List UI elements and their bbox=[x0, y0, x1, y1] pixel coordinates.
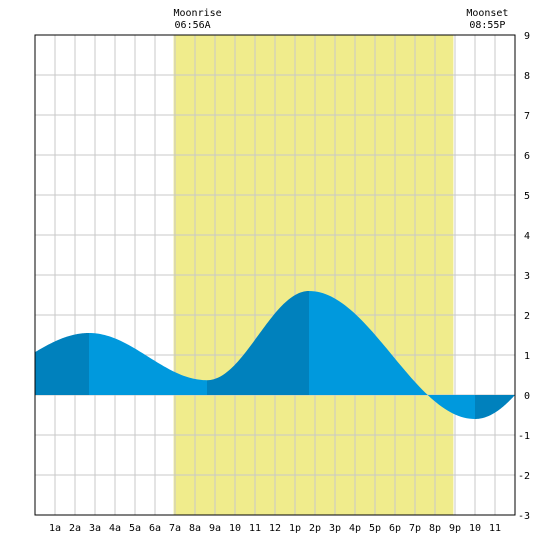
x-tick-label: 10 bbox=[469, 523, 481, 534]
moonrise-time: 06:56A bbox=[175, 20, 211, 31]
x-tick-label: 5p bbox=[369, 523, 381, 534]
x-axis-labels: 1a 2a 3a 4a 5a 6a 7a 8a 9a 10 11 12 1p 2p 3p 4p 5p 6p 7p 8p… bbox=[49, 523, 501, 534]
y-tick-label: -3 bbox=[518, 511, 530, 522]
x-tick-label: 4p bbox=[349, 523, 361, 534]
x-tick-label: 7a bbox=[169, 523, 181, 534]
x-tick-label: 2a bbox=[69, 523, 81, 534]
x-tick-label: 11 bbox=[489, 523, 501, 534]
x-tick-label: 10 bbox=[229, 523, 241, 534]
x-tick-label: 3a bbox=[89, 523, 101, 534]
y-tick-label: 7 bbox=[524, 111, 530, 122]
y-tick-label: 2 bbox=[524, 311, 530, 322]
x-tick-label: 6a bbox=[149, 523, 161, 534]
x-tick-label: 2p bbox=[309, 523, 321, 534]
y-tick-label: 0 bbox=[524, 391, 530, 402]
x-tick-label: 4a bbox=[109, 523, 121, 534]
x-tick-label: 9p bbox=[449, 523, 461, 534]
y-tick-label: 3 bbox=[524, 271, 530, 282]
y-tick-label: -2 bbox=[518, 471, 530, 482]
plot-border bbox=[34, 34, 516, 516]
x-tick-label: 3p bbox=[329, 523, 341, 534]
y-axis-labels: -3 -2 -1 0 1 2 3 4 5 6 7 8 9 bbox=[518, 31, 530, 522]
x-tick-label: 11 bbox=[249, 523, 261, 534]
grid-lines bbox=[35, 35, 515, 515]
y-tick-label: 6 bbox=[524, 151, 530, 162]
x-tick-label: 12 bbox=[269, 523, 281, 534]
moonrise-label: Moonrise bbox=[174, 8, 222, 19]
y-tick-label: 9 bbox=[524, 31, 530, 42]
x-tick-label: 1a bbox=[49, 523, 61, 534]
tide-segment bbox=[309, 291, 475, 419]
tide-area bbox=[35, 291, 515, 419]
x-tick-label: 1p bbox=[289, 523, 301, 534]
y-tick-label: 8 bbox=[524, 71, 530, 82]
x-tick-label: 8a bbox=[189, 523, 201, 534]
x-tick-label: 7p bbox=[409, 523, 421, 534]
tide-segment bbox=[207, 291, 309, 395]
tide-segment bbox=[89, 333, 207, 395]
x-tick-label: 8p bbox=[429, 523, 441, 534]
moonset-label: Moonset bbox=[466, 8, 508, 19]
y-tick-label: 1 bbox=[524, 351, 530, 362]
y-tick-label: 4 bbox=[524, 231, 530, 242]
tide-segment bbox=[475, 394, 515, 419]
y-tick-label: 5 bbox=[524, 191, 530, 202]
x-tick-label: 9a bbox=[209, 523, 221, 534]
x-tick-label: 5a bbox=[129, 523, 141, 534]
y-tick-label: -1 bbox=[518, 431, 530, 442]
moonset-time: 08:55P bbox=[469, 20, 505, 31]
tide-segment bbox=[35, 333, 89, 395]
x-tick-label: 6p bbox=[389, 523, 401, 534]
